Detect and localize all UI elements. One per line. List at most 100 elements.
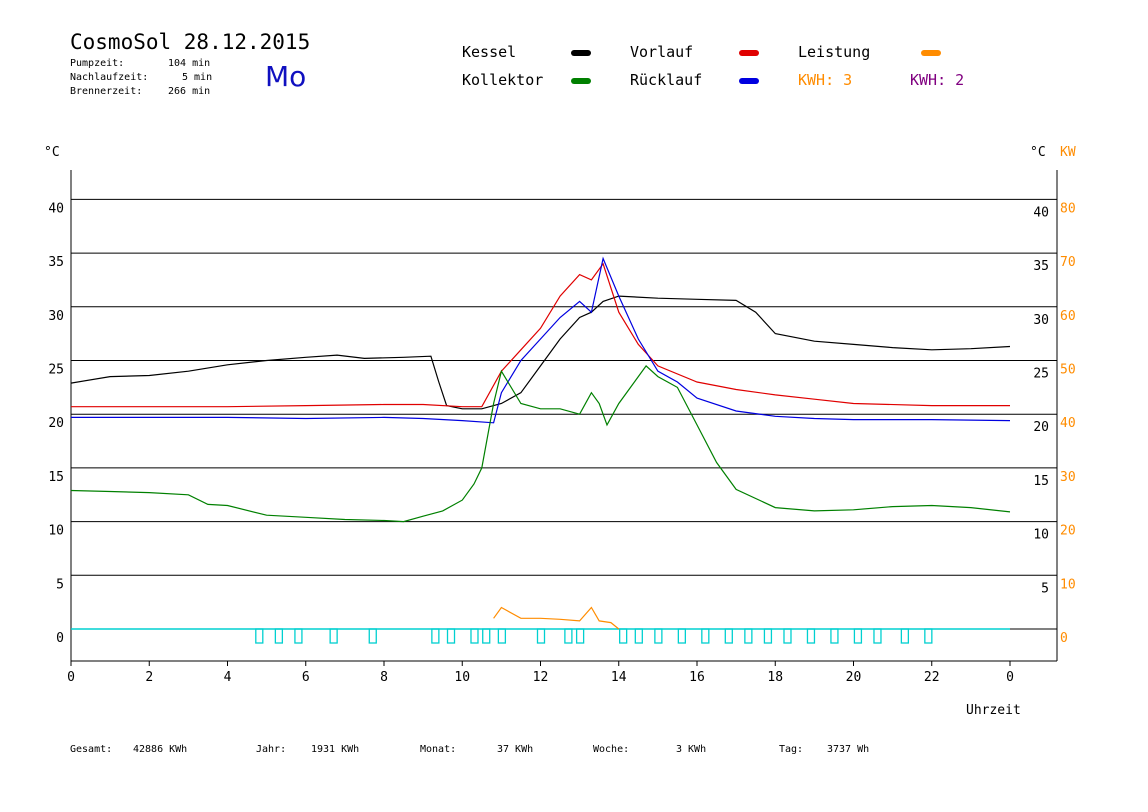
y2-tick-label: 30 xyxy=(1060,470,1076,485)
series-group xyxy=(70,256,1011,644)
pump-marker xyxy=(900,628,910,644)
pump-marker xyxy=(482,628,491,644)
x-tick-label: 14 xyxy=(611,670,627,685)
footer-gesamt-label: Gesamt: xyxy=(70,744,113,755)
axis-labels: 0 2 4 6 8 10 12 14 16 18 20 22 0 Uhrzeit 0 5 10 15 20 25 30 3… xyxy=(44,145,1076,718)
x-tick-label: 20 xyxy=(846,670,862,685)
y-tick-label-right: 5 xyxy=(1041,581,1049,596)
footer-monat-value: 37 KWh xyxy=(497,744,534,755)
pump-marker xyxy=(536,628,546,644)
pump-marker xyxy=(853,628,863,644)
y2-tick-label: 0 xyxy=(1060,631,1068,646)
footer-jahr-value: 1931 KWh xyxy=(311,744,360,755)
grid-lines xyxy=(71,198,1057,630)
y-tick-label-right: 40 xyxy=(1033,205,1049,220)
y2-tick-label: 40 xyxy=(1060,416,1076,431)
legend-leistung-label: Leistung xyxy=(798,43,871,61)
pump-marker xyxy=(446,628,456,644)
y-tick-label-left: 5 xyxy=(56,577,64,592)
legend-kollektor-label: Kollektor xyxy=(462,71,544,89)
pump-marker xyxy=(724,628,733,644)
brennerzeit-value: 266 min xyxy=(168,86,211,97)
legend-ruecklauf-swatch xyxy=(739,78,759,84)
y-tick-label-right: 20 xyxy=(1033,420,1049,435)
y-tick-label-left: 35 xyxy=(48,255,64,270)
pump-marker xyxy=(830,628,839,644)
y2-tick-label: 20 xyxy=(1060,524,1076,539)
y2-unit: KW xyxy=(1060,145,1076,160)
legend-kwh-orange: KWH: 3 xyxy=(798,71,853,89)
y-tick-label-left: 0 xyxy=(56,631,64,646)
brennerzeit-label: Brennerzeit: xyxy=(70,86,143,97)
pump-marker xyxy=(274,628,284,644)
x-tick-label: 16 xyxy=(689,670,705,685)
series-line-rcklauf xyxy=(71,256,1011,424)
pump-marker xyxy=(255,628,264,644)
pump-marker xyxy=(497,628,507,644)
pump-marker xyxy=(575,628,585,644)
pumpzeit-label: Pumpzeit: xyxy=(70,58,125,69)
pump-marker xyxy=(619,628,628,644)
x-tick-label: 4 xyxy=(224,670,232,685)
x-tick-label: 0 xyxy=(67,670,75,685)
y-tick-label-right: 10 xyxy=(1033,528,1049,543)
legend-vorlauf-swatch xyxy=(739,50,759,56)
series-line-kollektor xyxy=(70,365,1011,523)
pump-marker xyxy=(329,628,338,644)
legend-vorlauf-label: Vorlauf xyxy=(630,43,694,61)
x-tick-label: 8 xyxy=(380,670,388,685)
y-unit-left: °C xyxy=(44,145,60,160)
pump-marker xyxy=(744,628,753,644)
x-tick-label: 0 xyxy=(1006,670,1014,685)
legend-kwh-purple: KWH: 2 xyxy=(910,71,965,89)
y2-tick-label: 50 xyxy=(1060,363,1076,378)
series-line-vorlauf xyxy=(71,262,1010,408)
pump-marker xyxy=(763,628,773,644)
x-tick-label: 18 xyxy=(767,670,783,685)
legend-kessel-swatch xyxy=(571,50,591,56)
pump-marker xyxy=(470,628,479,644)
x-tick-label: 10 xyxy=(454,670,470,685)
footer-woche-value: 3 KWh xyxy=(676,744,707,755)
chart-title: CosmoSol 28.12.2015 xyxy=(70,30,311,54)
pump-marker xyxy=(564,628,573,644)
pump-marker xyxy=(873,628,882,644)
series-line-kessel xyxy=(70,295,1011,410)
legend-ruecklauf-label: Rücklauf xyxy=(630,71,703,89)
y-tick-label-left: 15 xyxy=(48,470,64,485)
x-tick-label: 2 xyxy=(145,670,153,685)
footer-woche-label: Woche: xyxy=(593,744,630,755)
y2-tick-label: 60 xyxy=(1060,309,1076,324)
y-tick-label-left: 25 xyxy=(48,363,64,378)
y-tick-label-left: 40 xyxy=(48,201,64,216)
y-tick-label-left: 10 xyxy=(48,524,64,539)
pump-marker xyxy=(924,628,933,644)
pump-marker xyxy=(783,628,792,644)
pump-marker xyxy=(701,628,710,644)
y2-tick-label: 10 xyxy=(1060,577,1076,592)
legend-kessel-label: Kessel xyxy=(462,43,517,61)
series-line-leistung xyxy=(493,606,620,630)
y-tick-label-right: 30 xyxy=(1033,313,1049,328)
footer-tag-label: Tag: xyxy=(779,744,804,755)
footer-jahr-label: Jahr: xyxy=(256,744,287,755)
footer-gesamt-value: 42886 KWh xyxy=(133,744,188,755)
pump-marker xyxy=(294,628,303,644)
chart-axes xyxy=(70,170,1058,666)
pump-marker xyxy=(654,628,663,644)
y-tick-label-right: 15 xyxy=(1033,474,1049,489)
y2-tick-label: 80 xyxy=(1060,201,1076,216)
footer-monat-label: Monat: xyxy=(420,744,457,755)
legend-leistung-swatch xyxy=(921,50,941,56)
x-axis-title: Uhrzeit xyxy=(966,703,1021,718)
x-tick-label: 6 xyxy=(302,670,310,685)
x-tick-label: 12 xyxy=(533,670,549,685)
footer-tag-value: 3737 Wh xyxy=(827,744,870,755)
pump-marker xyxy=(431,628,440,644)
nachlaufzeit-label: Nachlaufzeit: xyxy=(70,72,149,83)
pump-marker xyxy=(806,628,816,644)
weekday-label: Mo xyxy=(265,60,307,93)
y-tick-label-right: 35 xyxy=(1033,259,1049,274)
y-tick-label-right: 25 xyxy=(1033,367,1049,382)
